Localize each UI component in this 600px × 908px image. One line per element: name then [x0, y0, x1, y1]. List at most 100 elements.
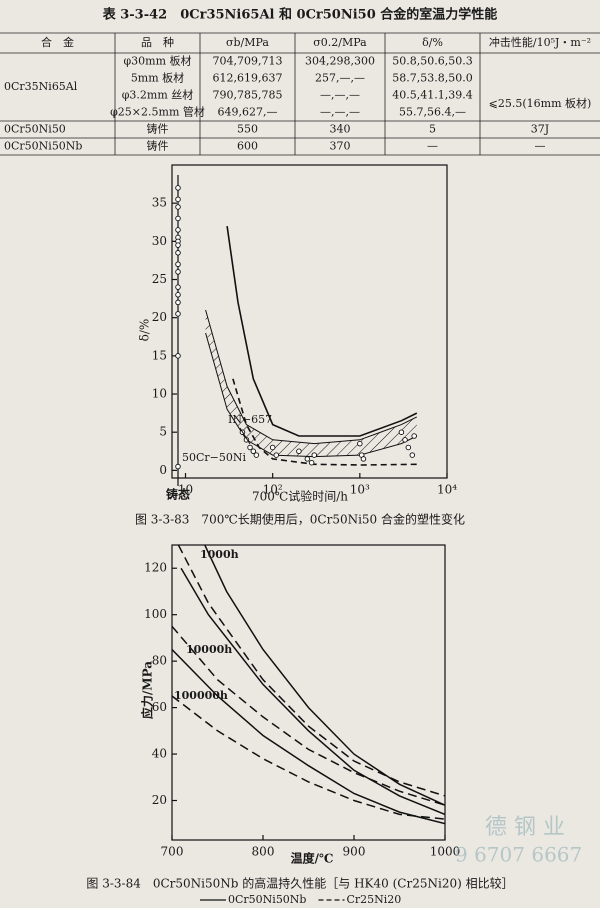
- data-point: [360, 456, 367, 462]
- y-tick-label: 30: [152, 234, 167, 248]
- band-fill: [205, 310, 417, 457]
- rupture-curve: [172, 648, 445, 825]
- cast-label: 铸态: [166, 487, 190, 502]
- header-cell: σ0.2/MPa: [313, 36, 367, 49]
- table-cell: 612,619,637: [213, 72, 283, 85]
- header-cell: 冲击性能/10⁵J・m⁻²: [489, 35, 591, 49]
- impact-cell: ⩽25.5(16mm 板材): [489, 96, 592, 110]
- cast-point: [175, 204, 181, 210]
- alloy-cell: 0Cr35Ni65Al: [4, 80, 78, 93]
- y-tick-label: 10: [152, 387, 167, 401]
- y-tick-label: 80: [152, 654, 167, 668]
- y-axis-label: 应力/MPa: [140, 661, 155, 719]
- plot-frame: [171, 544, 446, 841]
- data-point: [273, 452, 280, 458]
- y-tick-label: 100: [144, 607, 167, 621]
- data-point: [311, 452, 318, 458]
- x-axis-label: 温度/℃: [291, 851, 334, 866]
- x-tick-label: 10²: [263, 483, 283, 497]
- table-cell: 370: [330, 140, 351, 153]
- data-point: [411, 433, 417, 439]
- cast-point: [175, 353, 181, 359]
- legend-label: Cr25Ni20: [346, 893, 401, 906]
- curve-label: 10000h: [186, 643, 232, 656]
- y-tick-label: 0: [159, 463, 167, 477]
- y-tick-label: 60: [152, 700, 167, 714]
- data-point: [250, 448, 257, 455]
- y-tick-label: 35: [152, 196, 167, 210]
- data-point: [247, 444, 253, 451]
- data-point: [269, 444, 276, 451]
- header-cell: 合 金: [41, 35, 74, 49]
- curve-label: 1000h: [200, 548, 239, 561]
- table-cell: 550: [237, 123, 258, 136]
- table-title: 表 3-3-42 0Cr35Ni65Al 和 0Cr50Ni50 合金的室温力学…: [102, 7, 498, 23]
- table: 合 金 品 种 σb/MPa σ0.2/MPa δ/% 冲击性能/10⁵J・m⁻² 0Cr3…: [0, 32, 600, 156]
- y-tick-label: 20: [152, 793, 167, 807]
- rupture-curve: [204, 545, 445, 806]
- data-point: [308, 459, 315, 466]
- curve-label: 100000h: [174, 689, 228, 702]
- table-cell: 50.8,50.6,50.3: [392, 55, 472, 68]
- x-tick-label: 10³: [350, 483, 370, 497]
- band-lower: [205, 332, 418, 458]
- cast-point: [175, 284, 181, 290]
- caption: 图 3-3-84 0Cr50Ni50Nb 的高温持久性能［与 HK40 (Cr2…: [86, 876, 513, 891]
- rupture-curve: [177, 545, 445, 797]
- curve: [226, 225, 418, 437]
- cast-point: [175, 311, 181, 317]
- x-tick-label: 800: [252, 845, 275, 859]
- watermark: 德 钢 业: [485, 815, 565, 840]
- header-cell: σb/MPa: [226, 36, 269, 49]
- plot-area: [205, 225, 418, 466]
- cast-point: [175, 250, 181, 256]
- table-cell: φ3.2mm 丝材: [122, 88, 194, 102]
- data-point: [405, 444, 412, 451]
- header-cell: δ/%: [422, 36, 443, 49]
- cast-point: [175, 227, 181, 233]
- y-tick-label: 40: [152, 747, 167, 761]
- cast-point: [175, 196, 181, 203]
- chart-rupture: 20 40 60 80 100 120 700 800 900 1000 1000h 10000h 10…: [86, 544, 514, 906]
- y-tick-label: 5: [159, 425, 167, 439]
- table-cell: 铸件: [147, 139, 169, 153]
- x-tick-label: 10⁴: [437, 483, 457, 497]
- cast-point: [175, 292, 181, 298]
- x-tick-label: 1000: [430, 845, 461, 859]
- curve-label: 50Cr−50Ni: [182, 451, 247, 464]
- data-point: [304, 456, 311, 462]
- table-cell: φ30mm 板材: [123, 54, 191, 68]
- table-cell: 790,785,785: [213, 89, 283, 102]
- table-cell: 40.5,41.1,39.4: [392, 89, 472, 102]
- y-axis-label: δ/%: [138, 319, 152, 342]
- data-point: [398, 429, 405, 435]
- x-tick-label: 10: [178, 483, 193, 497]
- table-cell: —,—,—: [320, 106, 360, 119]
- rupture-curve: [180, 567, 445, 816]
- table-cell: 304,298,300: [305, 55, 375, 68]
- table-cell: —,—,—: [320, 89, 360, 102]
- leader: [239, 427, 251, 445]
- alloy-cell: 0Cr50Ni50Nb: [4, 140, 82, 153]
- impact-cell: —: [535, 140, 546, 153]
- rupture-curve: [172, 625, 445, 806]
- x-axis-label: 700℃试验时间/h: [252, 489, 348, 504]
- y-tick-label: 20: [152, 310, 167, 324]
- y-tick-label: 120: [144, 561, 167, 575]
- table-cell: 5mm 板材: [131, 71, 184, 85]
- y-tick-label: 25: [152, 272, 167, 286]
- cast-point: [175, 261, 181, 267]
- header-cell: 品 种: [141, 35, 174, 49]
- cast-point: [175, 299, 181, 306]
- plot-frame: [171, 164, 448, 479]
- table-cell: 340: [330, 123, 351, 136]
- x-tick-label: 900: [343, 845, 366, 859]
- table-cell: 704,709,713: [213, 55, 283, 68]
- y-tick-label: 15: [152, 348, 167, 362]
- table-cell: 55.7,56.4,—: [399, 106, 466, 119]
- x-tick-label: 700: [161, 845, 184, 859]
- band-upper: [205, 309, 418, 445]
- table-cell: 600: [237, 140, 258, 153]
- table-cell: 58.7,53.8,50.0: [392, 72, 472, 85]
- table-cell: 5: [429, 123, 436, 136]
